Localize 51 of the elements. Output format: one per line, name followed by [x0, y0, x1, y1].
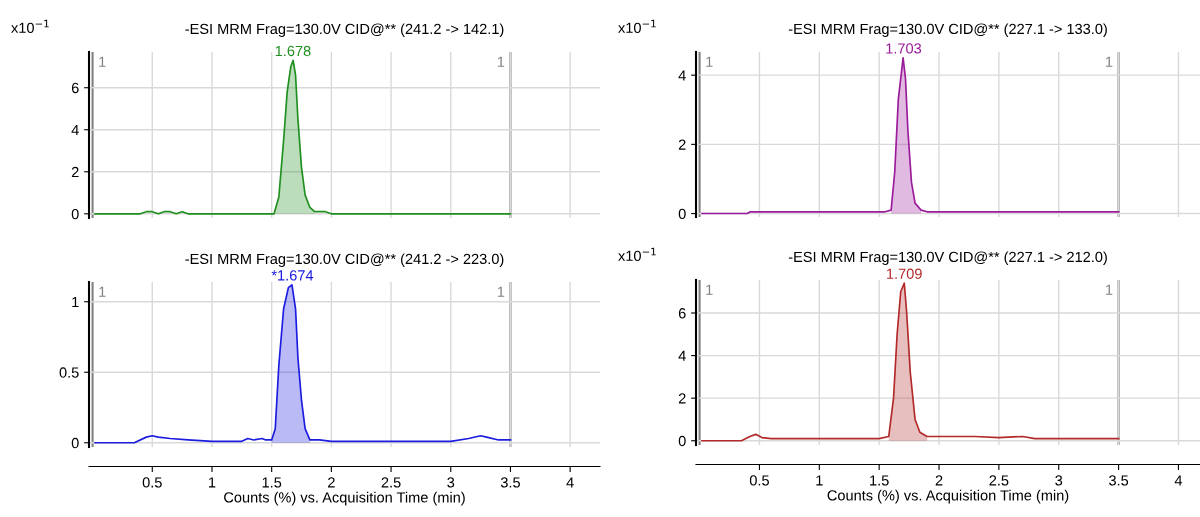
chart-title: -ESI MRM Frag=130.0V CID@** (241.2 -> 223.0) — [185, 253, 504, 267]
x-tick-label: 2.5 — [989, 475, 1009, 486]
annotation: *1.674 — [271, 270, 314, 281]
annotation: 1.709 — [887, 268, 922, 279]
x-tick-label: 0.5 — [142, 477, 162, 488]
chart-title: -ESI MRM Frag=130.0V CID@** (241.2 -> 142.1) — [185, 23, 504, 37]
annotation: 1 — [497, 56, 505, 67]
x-tick-label: 3 — [1055, 475, 1063, 486]
x-tick-label: 2 — [935, 475, 943, 486]
annotation: 1 — [1106, 284, 1113, 295]
x-tick-label: 1 — [209, 477, 216, 488]
annotation: 1 — [1106, 56, 1113, 67]
y-tick-label: 2 — [678, 139, 686, 150]
x-tick-label: 4 — [1174, 475, 1183, 486]
x-tick-label: 4 — [566, 477, 574, 488]
annotation: 1 — [706, 284, 713, 295]
y-axis-title: x10$^{−1}$ — [618, 19, 656, 34]
x-tick-label: 1.5 — [262, 477, 282, 488]
y-tick-label: 0 — [678, 208, 686, 219]
x-tick-label: 1 — [816, 475, 823, 486]
x-axis-title: Counts (%) vs. Acquisition Time (min) — [827, 489, 1069, 504]
y-tick-label: 0 — [71, 208, 79, 220]
y-tick-label: 6 — [71, 82, 79, 94]
y-tick-label: 4 — [678, 70, 686, 81]
x-tick-label: 3.5 — [1109, 475, 1129, 486]
x-tick-label: 3.5 — [500, 477, 520, 488]
y-tick-label: 0 — [71, 437, 79, 449]
x-tick-label: 2 — [328, 477, 335, 488]
annotation: 1.703 — [886, 43, 922, 54]
y-axis-title: x10$^{−1}$ — [11, 19, 49, 34]
y-tick-label: 2 — [678, 393, 686, 404]
annotation: 1 — [99, 286, 106, 297]
annotation: 1.678 — [275, 45, 311, 57]
y-tick-label: 2 — [71, 166, 79, 178]
y-tick-label: 4 — [71, 125, 79, 136]
x-tick-label: 1.5 — [870, 475, 889, 486]
annotation: 1 — [497, 286, 505, 297]
annotation: 1 — [99, 56, 106, 67]
chart-title: -ESI MRM Frag=130.0V CID@** (227.1 -> 212.0) — [788, 251, 1107, 265]
annotation: 1 — [706, 56, 713, 67]
y-tick-label: 1 — [72, 296, 79, 308]
x-tick-label: 2.5 — [381, 477, 401, 488]
y-axis-title: x10$^{−1}$ — [618, 247, 656, 262]
y-tick-label: 4 — [678, 350, 686, 361]
y-tick-label: 0 — [678, 435, 686, 447]
x-tick-label: 0.5 — [749, 475, 769, 486]
chart-title: -ESI MRM Frag=130.0V CID@** (227.1 -> 133.0) — [788, 23, 1107, 37]
x-axis-title: Counts (%) vs. Acquisition Time (min) — [224, 491, 465, 506]
x-tick-label: 3 — [447, 477, 455, 488]
y-tick-label: 6 — [678, 308, 686, 319]
y-tick-label: 0.5 — [59, 367, 79, 378]
